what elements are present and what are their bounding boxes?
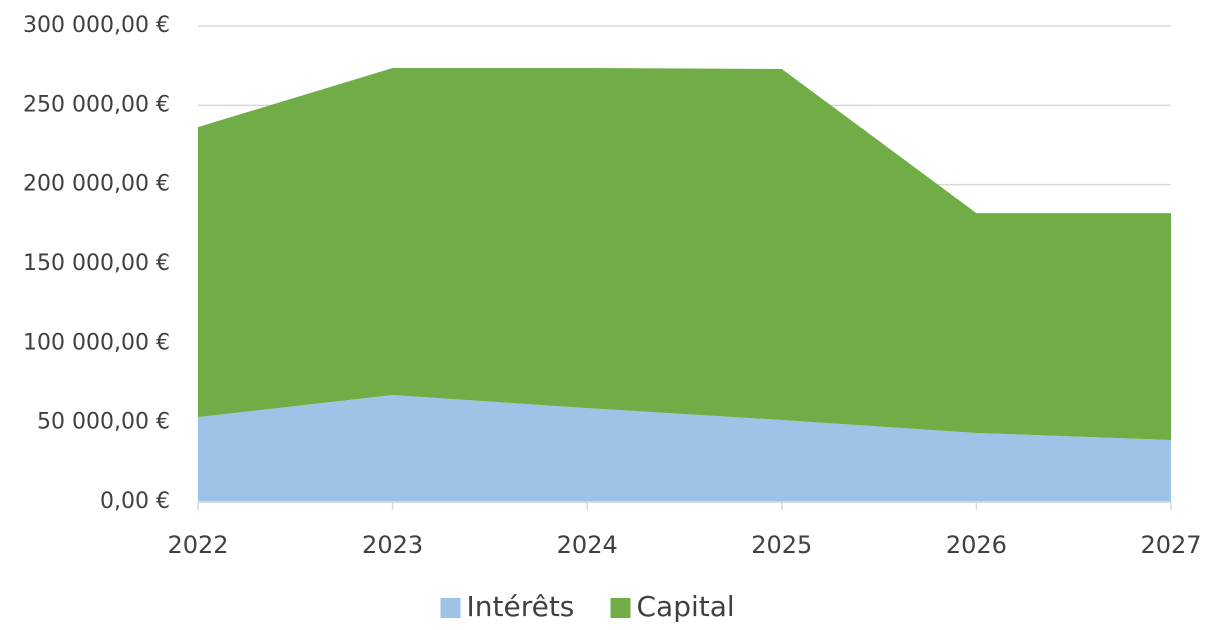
legend-swatch xyxy=(440,598,461,618)
y-tick-label: 200 000,00 € xyxy=(23,172,170,197)
y-tick-label: 100 000,00 € xyxy=(23,330,170,355)
area xyxy=(198,68,1171,440)
y-tick-label: 0,00 € xyxy=(100,489,170,514)
x-tick-label: 2024 xyxy=(557,531,618,559)
y-tick-label: 250 000,00 € xyxy=(23,92,170,117)
y-tick-label: 300 000,00 € xyxy=(23,13,170,38)
legend-label: Intérêts xyxy=(467,590,575,623)
x-tick-label: 2023 xyxy=(362,531,423,559)
x-tick-label: 2026 xyxy=(946,531,1007,559)
legend-swatch xyxy=(610,598,631,618)
y-tick-label: 50 000,00 € xyxy=(37,410,170,435)
legend-label: Capital xyxy=(637,590,735,623)
area xyxy=(198,395,1171,502)
x-tick-label: 2022 xyxy=(167,531,228,559)
x-tick-label: 2025 xyxy=(751,531,812,559)
y-tick-label: 150 000,00 € xyxy=(23,251,170,276)
x-tick-label: 2027 xyxy=(1140,531,1201,559)
